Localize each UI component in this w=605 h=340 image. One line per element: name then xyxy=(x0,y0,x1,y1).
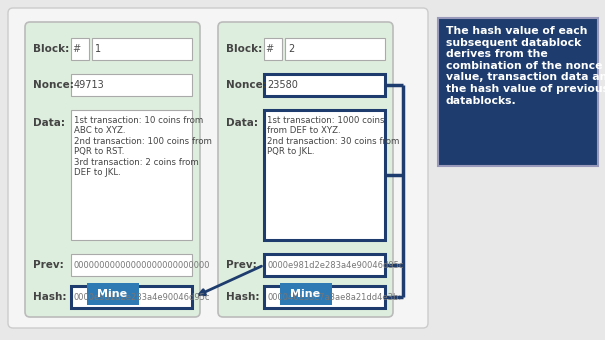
FancyBboxPatch shape xyxy=(25,22,200,317)
FancyBboxPatch shape xyxy=(8,8,428,328)
Text: #: # xyxy=(72,44,80,54)
Text: 000046e39c7a3ae8a21dd4e3b:: 000046e39c7a3ae8a21dd4e3b: xyxy=(267,292,401,302)
Text: Data:: Data: xyxy=(226,118,258,128)
Bar xyxy=(285,38,385,60)
Text: 1st transaction: 1000 coins
from DEF to XYZ.
2nd transaction: 30 coins from
PQR : 1st transaction: 1000 coins from DEF to … xyxy=(267,116,399,156)
Bar xyxy=(71,110,192,240)
Text: The hash value of each
subsequent datablock
derives from the
combination of the : The hash value of each subsequent databl… xyxy=(446,26,605,106)
Text: Prev:: Prev: xyxy=(226,260,257,270)
Bar xyxy=(264,38,282,60)
Text: 0000e981d2e283a4e90046d95c: 0000e981d2e283a4e90046d95c xyxy=(74,292,211,302)
Bar xyxy=(264,254,385,276)
Bar xyxy=(71,74,192,96)
Bar xyxy=(87,283,139,305)
Bar xyxy=(92,38,192,60)
Bar xyxy=(280,283,332,305)
Text: #: # xyxy=(265,44,273,54)
Text: 2: 2 xyxy=(288,44,294,54)
Bar xyxy=(264,110,385,240)
Text: Block:: Block: xyxy=(226,44,262,54)
Text: Data:: Data: xyxy=(33,118,65,128)
FancyBboxPatch shape xyxy=(218,22,393,317)
Bar xyxy=(264,74,385,96)
Text: Mine: Mine xyxy=(290,289,321,299)
Text: Mine: Mine xyxy=(97,289,128,299)
Text: 23580: 23580 xyxy=(267,80,298,90)
Bar xyxy=(71,38,89,60)
Text: 49713: 49713 xyxy=(74,80,105,90)
Text: Prev:: Prev: xyxy=(33,260,64,270)
Bar xyxy=(71,254,192,276)
Text: Nonce:: Nonce: xyxy=(33,80,74,90)
Text: 00000000000000000000000000: 00000000000000000000000000 xyxy=(74,260,211,270)
Text: 1: 1 xyxy=(95,44,101,54)
Bar xyxy=(264,286,385,308)
Text: Nonce:: Nonce: xyxy=(226,80,267,90)
Text: Hash:: Hash: xyxy=(226,292,260,302)
Text: Block:: Block: xyxy=(33,44,69,54)
Text: Hash:: Hash: xyxy=(33,292,67,302)
Bar xyxy=(438,18,598,166)
Bar xyxy=(71,286,192,308)
Text: 0000e981d2e283a4e90046d95c: 0000e981d2e283a4e90046d95c xyxy=(267,260,404,270)
Text: 1st transaction: 10 coins from
ABC to XYZ.
2nd transaction: 100 coins from
PQR t: 1st transaction: 10 coins from ABC to XY… xyxy=(74,116,212,177)
